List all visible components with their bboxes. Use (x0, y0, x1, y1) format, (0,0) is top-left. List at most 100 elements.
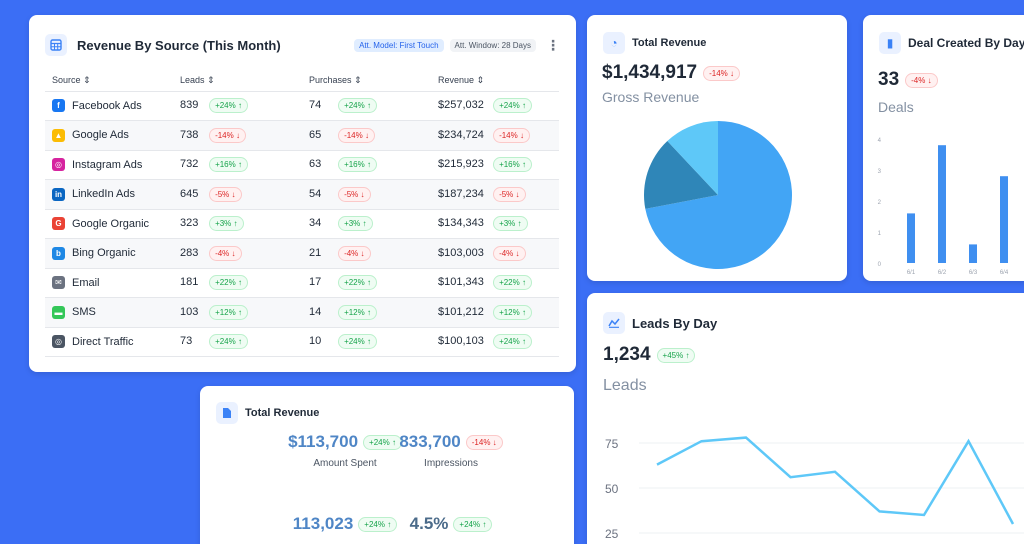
deal-created-card: ▮ Deal Created By Day 33 -4% ↓ Deals 0 1 2… (863, 15, 1024, 281)
y-tick-label: 75 (605, 437, 619, 451)
leads-delta-badge: +22% ↑ (209, 275, 248, 291)
table-row[interactable]: ▲ Google Ads 738 -14% ↓ 65 -14% ↓ $234,724 -… (45, 120, 559, 151)
attribution-model-chip[interactable]: Att. Model: First Touch (354, 38, 444, 52)
sort-icon[interactable]: ⇕ (476, 75, 485, 86)
leads-series-line[interactable] (656, 436, 1015, 525)
metric-value: 113,023 (292, 514, 354, 533)
leads-by-day-card: Leads By Day 1,234 +45% ↑ Leads 75 50 25 (587, 293, 1024, 544)
area-chart-icon (603, 312, 625, 334)
leads-delta-badge: -5% ↓ (209, 186, 242, 202)
revenue-value: $100,103 (438, 335, 484, 348)
table-row[interactable]: ▬ SMS 103 +12% ↑ 14 +12% ↑ $101,212 +12% ↑ (45, 297, 559, 328)
total-revenue-value: $1,434,917 (602, 62, 698, 83)
revenue-pie-chart (644, 121, 792, 269)
card-header: ◔ Total Revenue (603, 32, 706, 54)
bar-chart-icon: ▮ (879, 32, 901, 54)
google-ads-icon: ▲ (52, 128, 65, 142)
card-title: Revenue By Source (This Month) (77, 37, 281, 53)
metric-delta-badge: +24% ↑ (363, 434, 402, 450)
metric-label: Impressions (424, 458, 478, 469)
sort-icon[interactable]: ⇕ (354, 75, 362, 86)
x-tick-label: 6/3 (969, 270, 978, 276)
card-header: ▮ Deal Created By Day (879, 32, 1024, 54)
linkedin-icon: in (52, 187, 65, 201)
table-row[interactable]: ◎ Instagram Ads 732 +16% ↑ 63 +16% ↑ $215,92… (45, 150, 559, 180)
table-row[interactable]: in LinkedIn Ads 645 -5% ↓ 54 -5% ↓ $187,234 … (45, 179, 559, 210)
leads-delta-badge: +45% ↑ (656, 347, 696, 363)
purchases-delta-badge: -5% ↓ (338, 186, 371, 202)
revenue-by-source-card: Revenue By Source (This Month) Att. Mode… (29, 15, 576, 372)
instagram-icon: ◎ (52, 158, 65, 172)
purchases-value: 10 (309, 335, 322, 348)
table-row[interactable]: f Facebook Ads 839 +24% ↑ 74 +24% ↑ $257,032… (45, 91, 559, 121)
pie-slice[interactable] (644, 141, 718, 209)
card-title: Total Revenue (632, 37, 707, 49)
bar[interactable] (1000, 176, 1008, 263)
revenue-delta-badge: -14% ↓ (493, 127, 530, 143)
purchases-value: 17 (309, 276, 322, 289)
y-tick-label: 2 (878, 200, 882, 206)
sort-icon[interactable]: ⇕ (83, 75, 91, 86)
source-name: Direct Traffic (72, 335, 134, 348)
sort-icon[interactable]: ⇕ (207, 75, 215, 86)
metric-value: 4.5% (409, 514, 449, 533)
table-row[interactable]: ◎ Direct Traffic 73 +24% ↑ 10 +24% ↑ $100,10… (45, 327, 559, 357)
leads-value-row: 1,234 +45% ↑ (603, 344, 696, 366)
gross-revenue-label: Gross Revenue (602, 89, 700, 105)
purchases-delta-badge: +22% ↑ (338, 275, 377, 291)
leads-value: 323 (180, 217, 199, 230)
purchases-value: 14 (309, 305, 322, 318)
y-tick-label: 1 (878, 231, 882, 237)
total-revenue-metrics-card: Total Revenue $113,700 +24% ↑ Amount Spen… (200, 386, 574, 544)
purchases-value: 21 (309, 246, 322, 259)
table-header-row: Source ⇕ Leads ⇕ Purchases ⇕ Revenue ⇕ (45, 71, 559, 92)
y-tick-label: 0 (878, 262, 882, 268)
deals-bar-chart: 0 1 2 3 4 6/1 6/2 6/3 6/4 (878, 138, 1009, 276)
leads-value: 645 (180, 187, 199, 200)
leads-delta-badge: +12% ↑ (209, 304, 248, 320)
table-row[interactable]: G Google Organic 323 +3% ↑ 34 +3% ↑ $134,343… (45, 209, 559, 239)
bar[interactable] (907, 213, 915, 263)
bing-icon: b (52, 246, 65, 260)
card-title: Deal Created By Day (908, 36, 1024, 50)
leads-total-value: 1,234 (603, 344, 651, 365)
total-revenue-delta-badge: -14% ↓ (703, 65, 740, 81)
revenue-delta-badge: +24% ↑ (493, 98, 532, 114)
column-header-leads[interactable]: Leads ⇕ (173, 71, 302, 92)
pie-chart-icon: ◔ (603, 32, 625, 54)
purchases-value: 34 (309, 217, 322, 230)
attribution-window-chip[interactable]: Att. Window: 28 Days (449, 38, 536, 52)
revenue-value: $257,032 (438, 99, 484, 112)
clicks-metric: 113,023 +24% ↑ (270, 514, 420, 534)
pie-slice[interactable] (667, 121, 718, 195)
purchases-delta-badge: +24% ↑ (338, 98, 377, 114)
leads-delta-badge: -4% ↓ (209, 245, 242, 261)
revenue-delta-badge: -4% ↓ (493, 245, 526, 261)
y-tick-label: 4 (878, 138, 882, 144)
more-options-icon[interactable]: ⋮ (546, 37, 560, 53)
source-table: Source ⇕ Leads ⇕ Purchases ⇕ Revenue ⇕ f… (45, 71, 559, 357)
metric-delta-badge: +24% ↑ (453, 516, 493, 532)
x-tick-label: 6/4 (1000, 270, 1009, 276)
bar[interactable] (938, 145, 946, 263)
column-header-purchases[interactable]: Purchases ⇕ (302, 71, 431, 92)
revenue-delta-badge: +24% ↑ (493, 334, 532, 350)
table-row[interactable]: ✉ Email 181 +22% ↑ 17 +22% ↑ $101,343 +22% ↑ (45, 268, 559, 298)
metric-value: $113,700 (288, 432, 359, 451)
column-header-revenue[interactable]: Revenue ⇕ (431, 71, 559, 92)
total-revenue-value-row: $1,434,917 -14% ↓ (602, 62, 740, 84)
pie-slice[interactable] (645, 121, 792, 269)
revenue-by-source-header: Revenue By Source (This Month) Att. Mode… (45, 33, 560, 57)
bar[interactable] (969, 244, 977, 263)
table-row[interactable]: b Bing Organic 283 -4% ↓ 21 -4% ↓ $103,003 -… (45, 238, 559, 269)
column-header-source[interactable]: Source ⇕ (45, 71, 173, 92)
card-header: Leads By Day (603, 312, 717, 334)
total-revenue-pie-card: ◔ Total Revenue $1,434,917 -14% ↓ Gross … (587, 15, 847, 281)
impressions-metric: 833,700 -14% ↓ Impressions (396, 432, 506, 469)
facebook-icon: f (52, 99, 65, 113)
leads-delta-badge: +24% ↑ (209, 98, 248, 114)
revenue-value: $101,212 (438, 305, 484, 318)
y-tick-label: 3 (878, 169, 882, 175)
source-name: LinkedIn Ads (72, 188, 135, 201)
purchases-value: 65 (309, 128, 322, 141)
